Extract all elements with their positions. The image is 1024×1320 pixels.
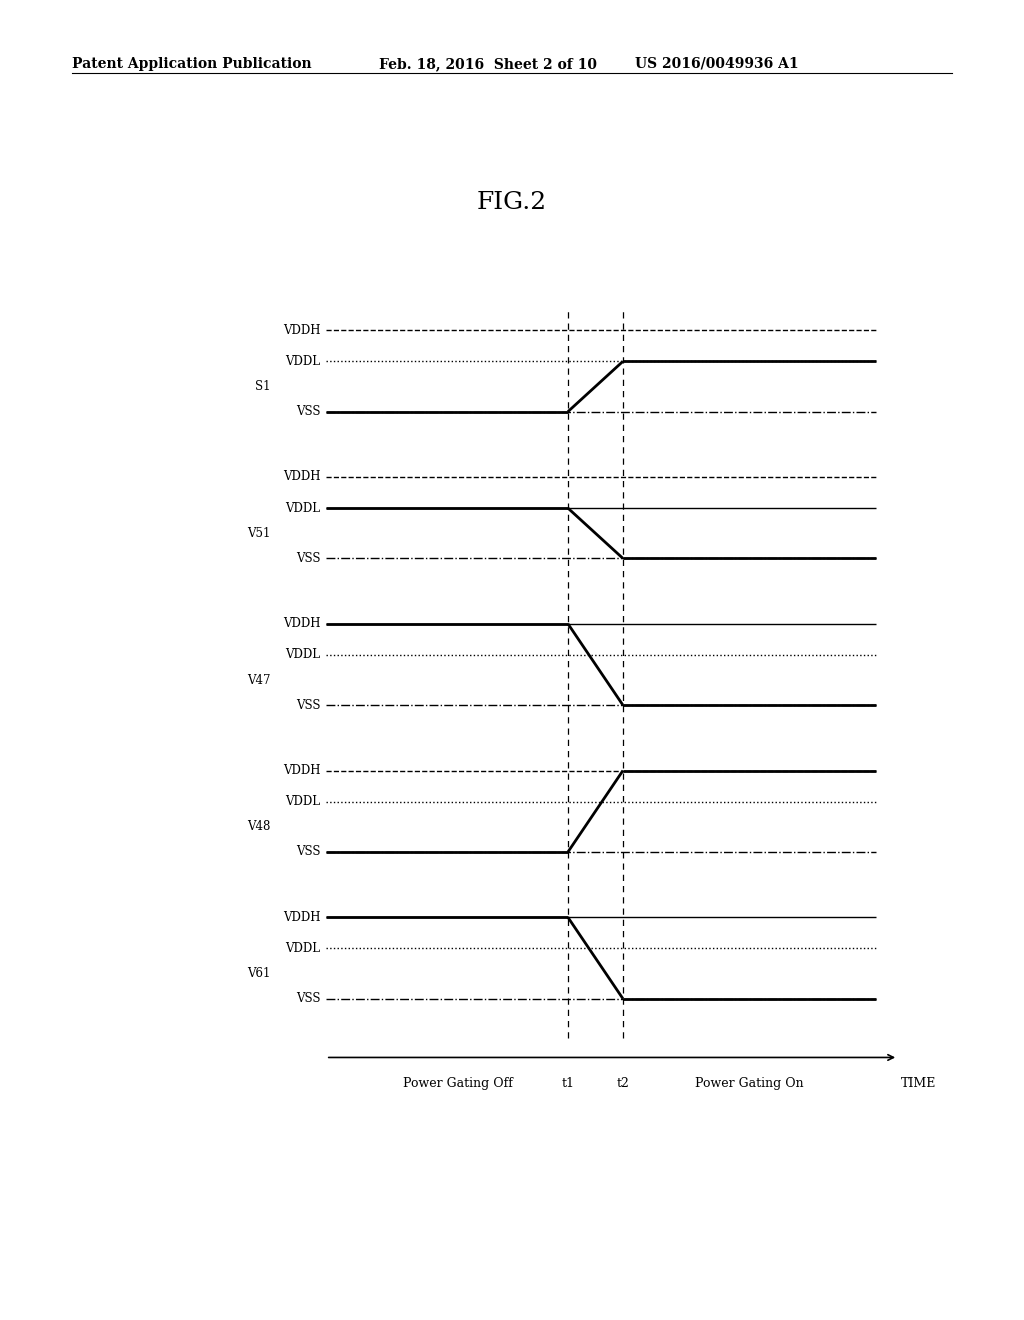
Text: t2: t2: [616, 1077, 630, 1090]
Text: VDDL: VDDL: [286, 795, 321, 808]
Text: VDDH: VDDH: [283, 470, 321, 483]
Text: VDDL: VDDL: [286, 355, 321, 368]
Text: Power Gating Off: Power Gating Off: [403, 1077, 513, 1090]
Text: VDDL: VDDL: [286, 502, 321, 515]
Text: V61: V61: [248, 968, 270, 981]
Text: VDDL: VDDL: [286, 942, 321, 954]
Text: S1: S1: [255, 380, 270, 393]
Text: V48: V48: [248, 820, 270, 833]
Text: Power Gating On: Power Gating On: [695, 1077, 804, 1090]
Text: FIG.2: FIG.2: [477, 191, 547, 214]
Text: VSS: VSS: [296, 698, 321, 711]
Text: TIME: TIME: [901, 1077, 936, 1090]
Text: Patent Application Publication: Patent Application Publication: [72, 57, 311, 71]
Text: VDDH: VDDH: [283, 764, 321, 777]
Text: VSS: VSS: [296, 993, 321, 1006]
Text: VSS: VSS: [296, 405, 321, 418]
Text: US 2016/0049936 A1: US 2016/0049936 A1: [635, 57, 799, 71]
Text: VDDH: VDDH: [283, 323, 321, 337]
Text: t1: t1: [561, 1077, 574, 1090]
Text: VSS: VSS: [296, 846, 321, 858]
Text: VDDH: VDDH: [283, 618, 321, 630]
Text: VDDL: VDDL: [286, 648, 321, 661]
Text: Feb. 18, 2016  Sheet 2 of 10: Feb. 18, 2016 Sheet 2 of 10: [379, 57, 597, 71]
Text: V51: V51: [248, 527, 270, 540]
Text: VDDH: VDDH: [283, 911, 321, 924]
Text: VSS: VSS: [296, 552, 321, 565]
Text: V47: V47: [248, 673, 270, 686]
